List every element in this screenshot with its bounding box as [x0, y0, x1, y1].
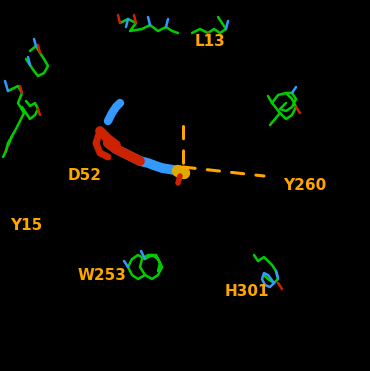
Text: Y260: Y260 [283, 178, 326, 194]
Text: W253: W253 [78, 269, 127, 283]
Text: H301: H301 [225, 283, 269, 299]
Text: L13: L13 [195, 33, 226, 49]
Text: Y15: Y15 [10, 219, 42, 233]
Text: D52: D52 [68, 168, 102, 184]
